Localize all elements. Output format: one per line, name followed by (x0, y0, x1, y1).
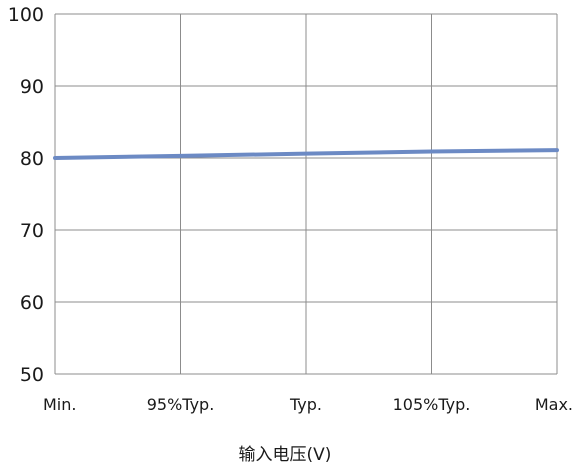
x-axis-title: 输入电压(V) (239, 445, 332, 465)
y-tick-label-3: 80 (20, 148, 44, 170)
y-tick-label-1: 60 (20, 292, 44, 314)
y-axis-tick-labels: 50 60 70 80 90 100 (8, 4, 44, 386)
x-axis-tick-labels: Min. 95%Typ. Typ. 105%Typ. Max. (43, 395, 573, 414)
y-tick-label-5: 100 (8, 4, 44, 26)
x-tick-label-4: Max. (535, 395, 573, 414)
x-tick-label-2: Typ. (289, 395, 322, 414)
y-tick-label-0: 50 (20, 364, 44, 386)
y-tick-label-4: 90 (20, 76, 44, 98)
series-group (53, 148, 559, 160)
y-tick-label-2: 70 (20, 220, 44, 242)
x-tick-label-3: 105%Typ. (393, 395, 471, 414)
x-tick-label-1: 95%Typ. (147, 395, 215, 414)
grid-lines (54, 13, 558, 375)
x-tick-label-0: Min. (43, 395, 76, 414)
